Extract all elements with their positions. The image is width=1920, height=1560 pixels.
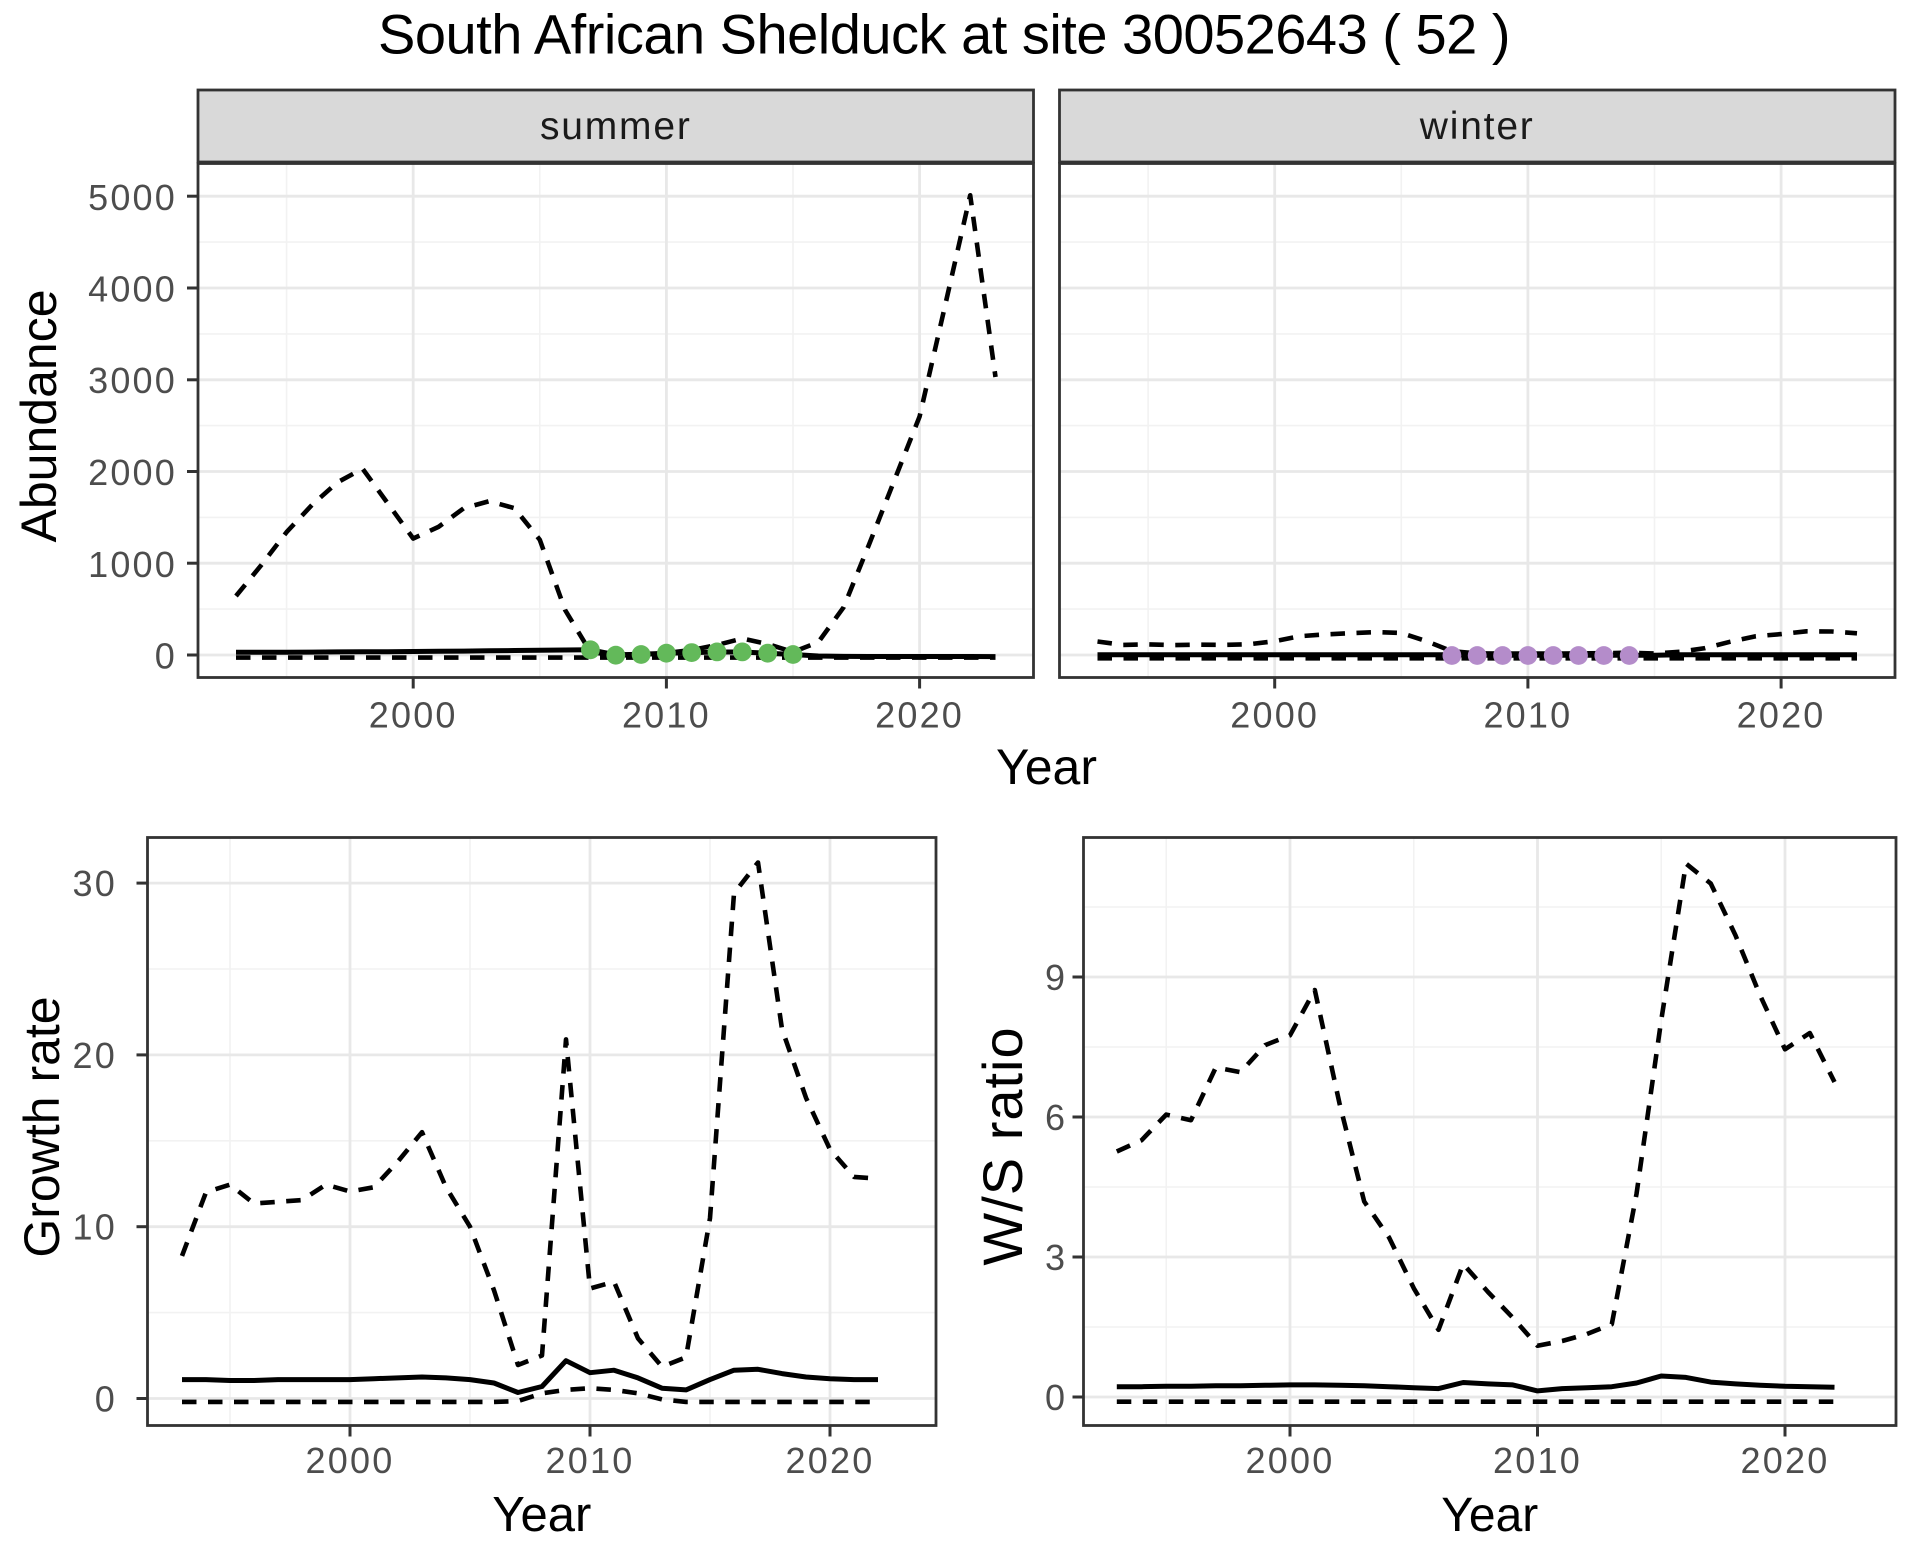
svg-text:South African Shelduck at site: South African Shelduck at site 30052643 … xyxy=(378,3,1510,66)
svg-text:2020: 2020 xyxy=(875,695,964,736)
svg-text:2000: 2000 xyxy=(1246,1440,1335,1481)
svg-text:2020: 2020 xyxy=(786,1440,875,1481)
svg-text:2010: 2010 xyxy=(1483,695,1572,736)
svg-text:2010: 2010 xyxy=(546,1440,635,1481)
svg-text:2000: 2000 xyxy=(306,1440,395,1481)
svg-text:2020: 2020 xyxy=(1741,1440,1830,1481)
svg-text:10: 10 xyxy=(73,1207,117,1248)
svg-text:Year: Year xyxy=(996,739,1097,795)
svg-text:Growth rate: Growth rate xyxy=(14,996,70,1257)
svg-text:summer: summer xyxy=(540,105,692,148)
svg-text:5000: 5000 xyxy=(88,177,177,218)
svg-text:2000: 2000 xyxy=(88,452,177,493)
svg-text:Year: Year xyxy=(492,1488,591,1542)
svg-text:0: 0 xyxy=(1045,1377,1065,1418)
svg-text:0: 0 xyxy=(155,636,177,677)
svg-text:2010: 2010 xyxy=(622,695,711,736)
svg-text:20: 20 xyxy=(73,1035,117,1076)
svg-text:3: 3 xyxy=(1045,1237,1065,1278)
svg-text:Year: Year xyxy=(1441,1489,1538,1542)
svg-text:winter: winter xyxy=(1419,105,1535,148)
svg-text:Abundance: Abundance xyxy=(11,289,67,542)
svg-text:2010: 2010 xyxy=(1493,1440,1582,1481)
svg-text:0: 0 xyxy=(95,1379,117,1420)
svg-text:2020: 2020 xyxy=(1737,695,1826,736)
svg-text:2000: 2000 xyxy=(369,695,458,736)
svg-text:9: 9 xyxy=(1045,957,1065,998)
svg-text:2000: 2000 xyxy=(1230,695,1319,736)
svg-text:3000: 3000 xyxy=(88,360,177,401)
svg-text:6: 6 xyxy=(1045,1097,1065,1138)
svg-text:1000: 1000 xyxy=(88,544,177,585)
svg-text:W/S ratio: W/S ratio xyxy=(971,1026,1034,1265)
svg-text:30: 30 xyxy=(73,863,117,904)
svg-text:4000: 4000 xyxy=(88,269,177,310)
